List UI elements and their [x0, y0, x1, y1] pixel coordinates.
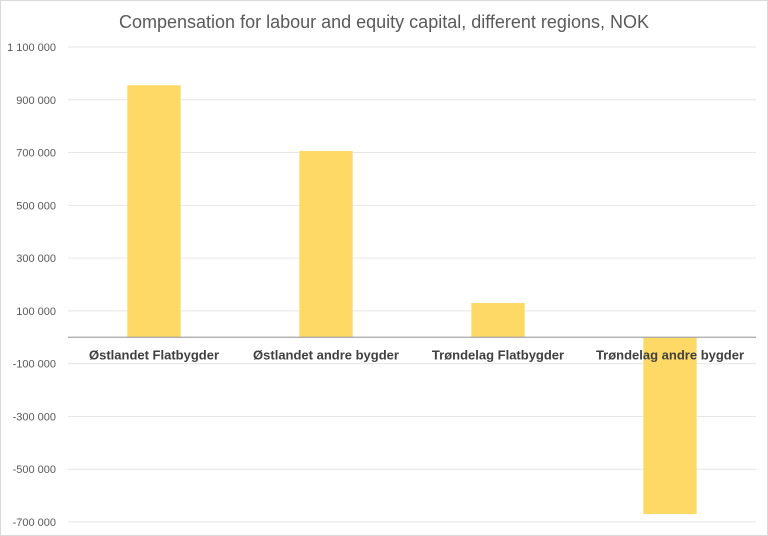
bar [471, 302, 525, 338]
bar [127, 85, 181, 338]
y-tick-label: 100 000 [16, 306, 56, 318]
category-label: Østlandet andre bygder [253, 347, 399, 362]
category-label: Trøndelag andre bygder [596, 347, 744, 362]
y-tick-label: 1 100 000 [7, 42, 56, 54]
y-tick-label: -100 000 [13, 359, 56, 371]
category-label: Trøndelag Flatbygder [432, 347, 564, 362]
category-label: Østlandet Flatbygder [89, 347, 219, 362]
bar [643, 337, 697, 515]
bar [299, 150, 353, 338]
gridlines [68, 46, 756, 523]
y-tick-label: 300 000 [16, 253, 56, 265]
y-tick-label: 900 000 [16, 95, 56, 107]
category-labels: Østlandet Flatbygder Østlandet andre bygd… [89, 347, 744, 362]
y-tick-label: 500 000 [16, 200, 56, 212]
y-tick-label: -700 000 [13, 517, 56, 529]
y-axis-tick-labels: 1 100 000 900 000 700 000 500 000 300 000 100… [7, 42, 56, 529]
y-tick-label: 700 000 [16, 148, 56, 160]
chart-title: Compensation for labour and equity capit… [119, 12, 649, 32]
y-tick-label: -300 000 [13, 411, 56, 423]
y-tick-label: -500 000 [13, 464, 56, 476]
bars [127, 85, 697, 515]
